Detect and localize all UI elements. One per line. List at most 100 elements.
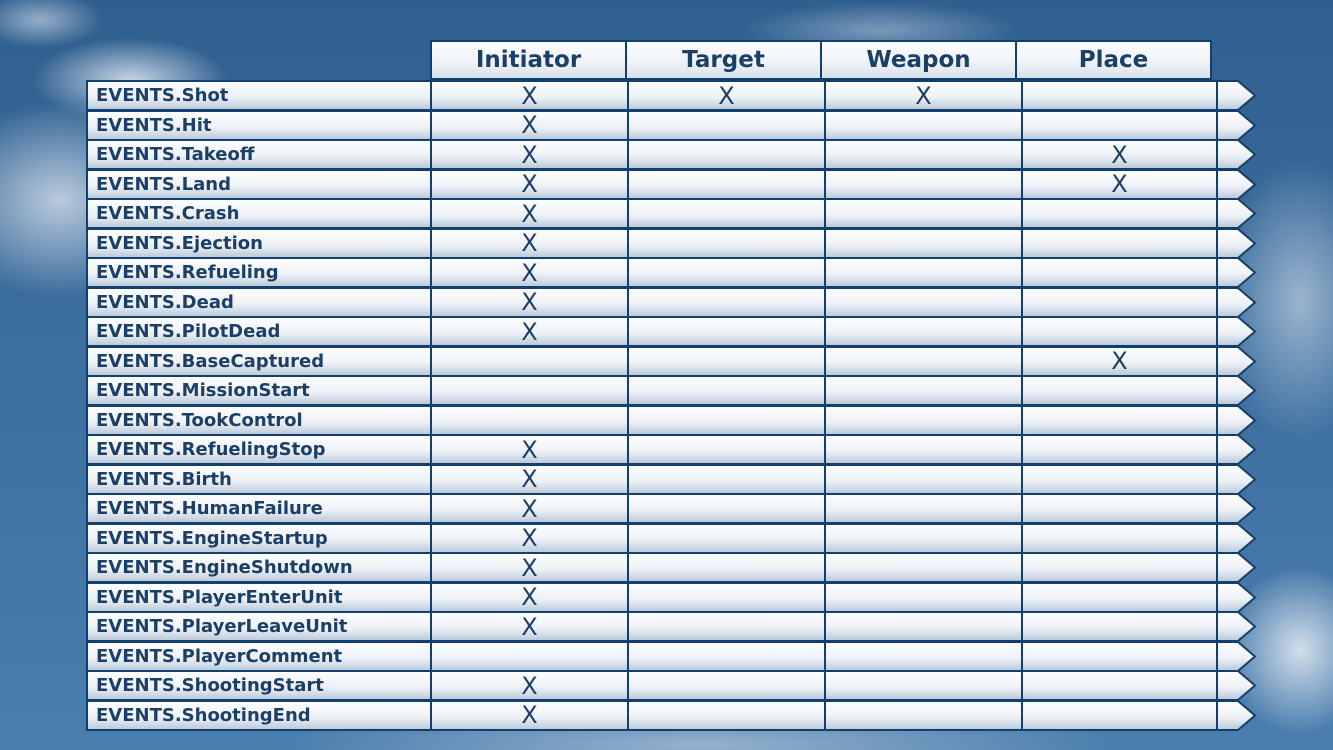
table-row: EVENTS.Dead X	[86, 286, 1258, 318]
cell-place: X	[1021, 139, 1218, 170]
cell-place	[1021, 670, 1218, 701]
cell-initiator	[430, 404, 627, 436]
table-row: EVENTS.PilotDead X	[86, 316, 1258, 347]
x-mark: X	[521, 612, 538, 641]
x-mark: X	[1111, 170, 1128, 198]
event-label: EVENTS.Birth	[96, 468, 232, 490]
cell-initiator: X	[430, 522, 627, 554]
cell-target	[627, 493, 824, 524]
event-label: EVENTS.HumanFailure	[96, 498, 323, 519]
x-mark: X	[521, 524, 538, 552]
cell-target	[627, 375, 824, 406]
x-mark: X	[1111, 347, 1128, 375]
cell-target	[627, 286, 824, 318]
cell-weapon	[824, 640, 1021, 672]
x-mark: X	[521, 671, 538, 700]
row-chevron-shape	[86, 552, 1257, 583]
table-row: EVENTS.ShootingStart X	[86, 670, 1258, 701]
cell-target	[627, 168, 824, 200]
cell-weapon	[824, 227, 1021, 259]
event-label: EVENTS.EngineShutdown	[96, 557, 353, 578]
table-row: EVENTS.PlayerEnterUnit X	[86, 581, 1258, 613]
cell-place	[1021, 522, 1218, 554]
cell-place	[1021, 109, 1218, 141]
cell-place	[1021, 286, 1218, 318]
cell-target	[627, 198, 824, 229]
table-row: EVENTS.Birth X	[86, 463, 1258, 495]
event-label: EVENTS.ShootingStart	[96, 675, 324, 696]
cell-weapon	[824, 316, 1021, 347]
cell-weapon	[824, 463, 1021, 495]
row-chevron-shape	[86, 670, 1257, 701]
cell-weapon	[824, 375, 1021, 406]
cell-place: X	[1021, 345, 1218, 377]
cell-target	[627, 227, 824, 259]
cell-place	[1021, 227, 1218, 259]
cell-initiator: X	[430, 699, 627, 731]
x-mark: X	[521, 583, 538, 611]
table-row: EVENTS.PlayerComment	[86, 640, 1258, 672]
cell-initiator: X	[430, 139, 627, 170]
event-label: EVENTS.Ejection	[96, 232, 263, 254]
cell-weapon	[824, 139, 1021, 170]
event-label: EVENTS.Crash	[96, 203, 240, 224]
column-header-target: Target	[625, 40, 822, 80]
x-mark: X	[521, 111, 538, 139]
x-mark: X	[521, 229, 538, 257]
column-header-initiator: Initiator	[430, 40, 627, 80]
cell-weapon	[824, 168, 1021, 200]
row-chevron-shape	[86, 139, 1257, 170]
table-row: EVENTS.PlayerLeaveUnit X	[86, 611, 1258, 642]
event-label: EVENTS.Shot	[96, 85, 229, 106]
cell-place	[1021, 552, 1218, 583]
cell-initiator: X	[430, 198, 627, 229]
cell-initiator: X	[430, 552, 627, 583]
cell-initiator: X	[430, 80, 627, 111]
event-label: EVENTS.MissionStart	[96, 380, 310, 401]
cell-initiator: X	[430, 434, 627, 465]
event-label: EVENTS.PlayerEnterUnit	[96, 586, 343, 608]
cell-place	[1021, 434, 1218, 465]
cell-target	[627, 552, 824, 583]
event-label: EVENTS.PlayerComment	[96, 645, 343, 667]
table-row: EVENTS.TookControl	[86, 404, 1258, 436]
x-mark: X	[521, 258, 538, 287]
table-row: EVENTS.MissionStart	[86, 375, 1258, 406]
cell-weapon	[824, 581, 1021, 613]
event-label: EVENTS.PilotDead	[96, 321, 281, 342]
cell-place	[1021, 493, 1218, 524]
row-chevron-shape	[86, 699, 1257, 731]
row-chevron-shape	[86, 227, 1257, 259]
event-label: EVENTS.TookControl	[96, 409, 303, 431]
event-label: EVENTS.BaseCaptured	[96, 350, 325, 372]
cell-weapon	[824, 257, 1021, 288]
table-row: EVENTS.Hit X	[86, 109, 1258, 141]
cell-initiator: X	[430, 581, 627, 613]
table-row: EVENTS.RefuelingStop X	[86, 434, 1258, 465]
cell-weapon	[824, 493, 1021, 524]
x-mark: X	[718, 81, 735, 110]
cell-place	[1021, 316, 1218, 347]
table-row: EVENTS.Takeoff X X	[86, 139, 1258, 170]
cell-place: X	[1021, 168, 1218, 200]
cell-initiator	[430, 345, 627, 377]
event-label: EVENTS.Hit	[96, 114, 212, 136]
cell-weapon	[824, 434, 1021, 465]
cell-initiator: X	[430, 168, 627, 200]
x-mark: X	[521, 701, 538, 729]
x-mark: X	[521, 494, 538, 523]
x-mark: X	[521, 465, 538, 493]
cell-place	[1021, 699, 1218, 731]
cell-target	[627, 670, 824, 701]
cell-place	[1021, 463, 1218, 495]
table-row: EVENTS.EngineStartup X	[86, 522, 1258, 554]
cell-target	[627, 581, 824, 613]
cell-place	[1021, 640, 1218, 672]
row-chevron-shape	[86, 257, 1257, 288]
row-chevron-shape	[86, 434, 1257, 465]
row-chevron-shape	[86, 198, 1257, 229]
cell-weapon	[824, 286, 1021, 318]
cell-place	[1021, 611, 1218, 642]
row-chevron-shape	[86, 404, 1257, 436]
x-mark: X	[915, 81, 932, 110]
